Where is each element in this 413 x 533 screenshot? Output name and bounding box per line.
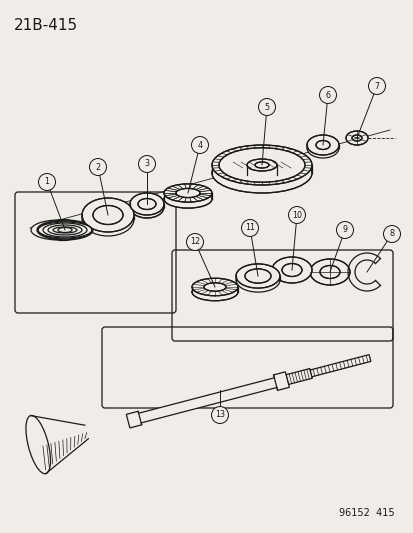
Ellipse shape: [192, 283, 237, 301]
Ellipse shape: [319, 265, 339, 279]
Ellipse shape: [93, 206, 123, 224]
Ellipse shape: [351, 135, 361, 141]
Circle shape: [382, 225, 399, 243]
Ellipse shape: [82, 198, 134, 232]
Ellipse shape: [38, 221, 92, 239]
Ellipse shape: [138, 198, 156, 209]
Ellipse shape: [306, 135, 338, 155]
Ellipse shape: [247, 159, 276, 171]
Circle shape: [186, 233, 203, 251]
Text: 8: 8: [389, 230, 394, 238]
Circle shape: [38, 174, 55, 190]
Circle shape: [368, 77, 385, 94]
Circle shape: [288, 206, 305, 223]
Ellipse shape: [281, 263, 301, 277]
Circle shape: [319, 86, 336, 103]
Ellipse shape: [309, 259, 349, 285]
Ellipse shape: [164, 184, 211, 202]
Text: 6: 6: [325, 91, 330, 100]
Text: 21B-415: 21B-415: [14, 18, 78, 33]
Text: 4: 4: [197, 141, 202, 149]
Text: 2: 2: [95, 163, 100, 172]
Ellipse shape: [31, 220, 87, 240]
Ellipse shape: [164, 190, 211, 208]
Ellipse shape: [51, 220, 79, 240]
Ellipse shape: [235, 264, 279, 288]
Ellipse shape: [82, 202, 134, 236]
Ellipse shape: [130, 196, 164, 218]
Text: 12: 12: [190, 238, 199, 246]
Polygon shape: [126, 354, 370, 428]
Ellipse shape: [315, 141, 329, 149]
Text: 3: 3: [144, 159, 149, 168]
Ellipse shape: [26, 415, 50, 474]
Ellipse shape: [218, 148, 304, 182]
Circle shape: [138, 156, 155, 173]
Ellipse shape: [192, 278, 237, 296]
Ellipse shape: [211, 145, 311, 185]
Ellipse shape: [130, 193, 164, 215]
Ellipse shape: [271, 257, 311, 283]
Circle shape: [258, 99, 275, 116]
Ellipse shape: [345, 131, 367, 145]
Ellipse shape: [204, 283, 225, 291]
Ellipse shape: [306, 138, 338, 158]
Ellipse shape: [211, 153, 311, 193]
Ellipse shape: [58, 228, 72, 232]
Ellipse shape: [254, 162, 268, 168]
Text: 7: 7: [373, 82, 379, 91]
Circle shape: [336, 222, 353, 238]
Circle shape: [191, 136, 208, 154]
Text: 9: 9: [342, 225, 347, 235]
Text: 5: 5: [264, 102, 269, 111]
Text: 10: 10: [291, 211, 301, 220]
Ellipse shape: [247, 169, 276, 181]
Ellipse shape: [45, 220, 85, 240]
Circle shape: [211, 407, 228, 424]
Ellipse shape: [235, 268, 279, 292]
Text: 96152  415: 96152 415: [339, 508, 394, 518]
Ellipse shape: [244, 269, 271, 283]
Text: 11: 11: [244, 223, 254, 232]
Text: 1: 1: [44, 177, 50, 187]
Circle shape: [241, 220, 258, 237]
Circle shape: [89, 158, 106, 175]
Ellipse shape: [176, 189, 199, 198]
Text: 13: 13: [214, 410, 224, 419]
Ellipse shape: [37, 220, 93, 240]
